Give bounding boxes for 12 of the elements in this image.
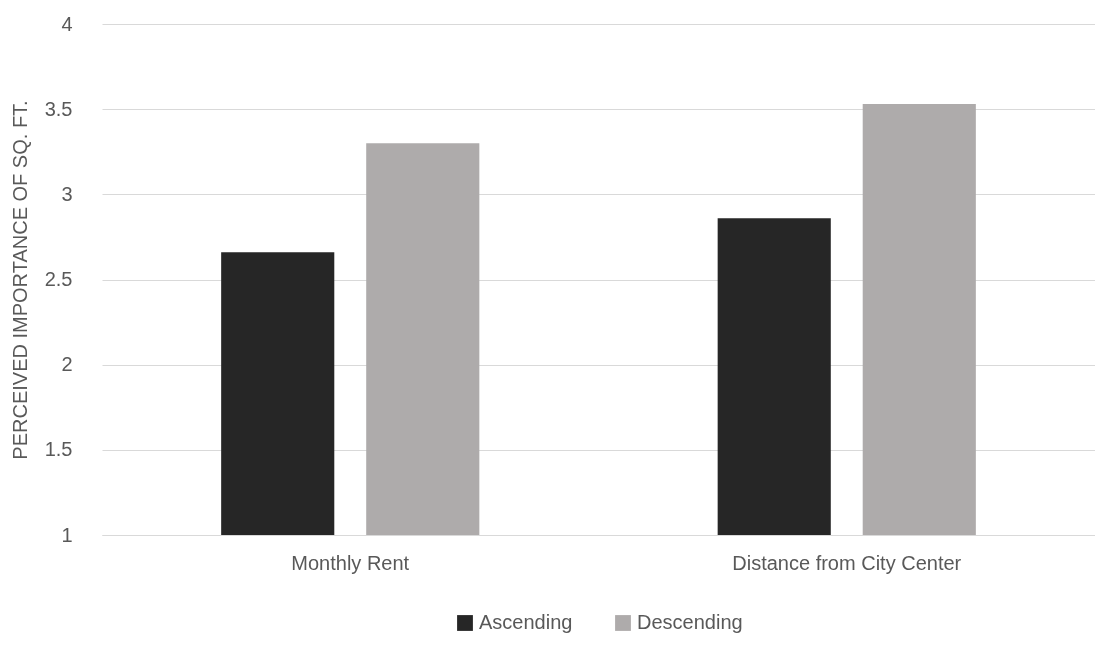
y-tick-label: 4 bbox=[61, 12, 73, 35]
legend-label: Descending bbox=[637, 611, 743, 633]
y-tick-label: 2 bbox=[61, 353, 73, 376]
y-axis-title: PERCEIVED IMPORTANCE OF SQ. FT. bbox=[8, 100, 31, 460]
y-tick-label: 3 bbox=[61, 182, 73, 205]
x-tick-label: Monthly Rent bbox=[291, 551, 410, 574]
y-tick-label: 2.5 bbox=[44, 268, 73, 290]
x-tick-label: Distance from City Center bbox=[732, 551, 962, 574]
y-tick-label: 1 bbox=[61, 523, 73, 546]
legend-label: Ascending bbox=[479, 611, 573, 633]
y-tick-label: 3.5 bbox=[44, 97, 73, 120]
y-tick-label: 1.5 bbox=[44, 438, 73, 461]
